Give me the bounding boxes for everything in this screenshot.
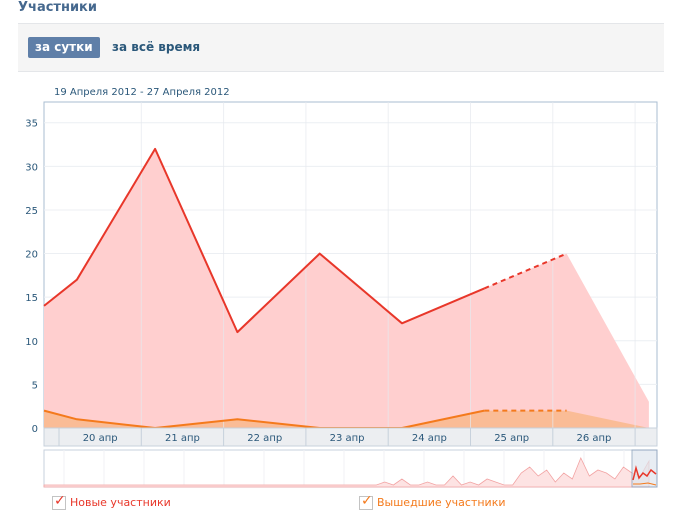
y-tick-label: 10: [25, 337, 38, 348]
series-line: [43, 147, 485, 334]
period-day-button[interactable]: за сутки: [28, 37, 100, 58]
y-tick-label: 25: [25, 206, 38, 217]
section-title: Участники: [18, 0, 97, 15]
period-all-time-button[interactable]: за всё время: [112, 40, 201, 54]
navigator-history: [43, 457, 650, 488]
x-tick-label: 22 апр: [247, 433, 282, 444]
x-tick-label: 23 апр: [330, 433, 365, 444]
y-tick-label: 35: [25, 119, 38, 130]
date-range-label: 19 Апреля 2012 - 27 Апреля 2012: [54, 87, 230, 98]
x-tick-label: 25 апр: [494, 433, 529, 444]
legend-left-label: Вышедшие участники: [377, 496, 506, 509]
series-forecast-line: [483, 252, 567, 290]
checkmark-icon: ✓: [361, 493, 373, 509]
x-tick-label: 20 апр: [83, 433, 118, 444]
series-area: [44, 148, 649, 428]
x-tick-label: 26 апр: [576, 433, 611, 444]
y-tick-label: 5: [32, 380, 38, 391]
y-tick-label: 30: [25, 162, 38, 173]
y-tick-label: 15: [25, 293, 38, 304]
x-axis-band: [43, 427, 658, 447]
legend-new-label: Новые участники: [70, 496, 171, 509]
checkmark-icon: ✓: [54, 493, 66, 509]
y-tick-label: 0: [32, 424, 38, 435]
legend-left-checkbox[interactable]: ✓: [359, 493, 373, 510]
navigator-window-line: [633, 482, 657, 486]
navigator-window-line: [632, 465, 657, 481]
x-tick-label: 24 апр: [412, 433, 447, 444]
legend-new-checkbox[interactable]: ✓: [52, 493, 66, 510]
series-area: [44, 410, 649, 428]
y-tick-label: 20: [25, 250, 38, 261]
x-tick-label: 21 апр: [165, 433, 200, 444]
period-filter-bar: за сутки за всё время: [18, 23, 664, 72]
